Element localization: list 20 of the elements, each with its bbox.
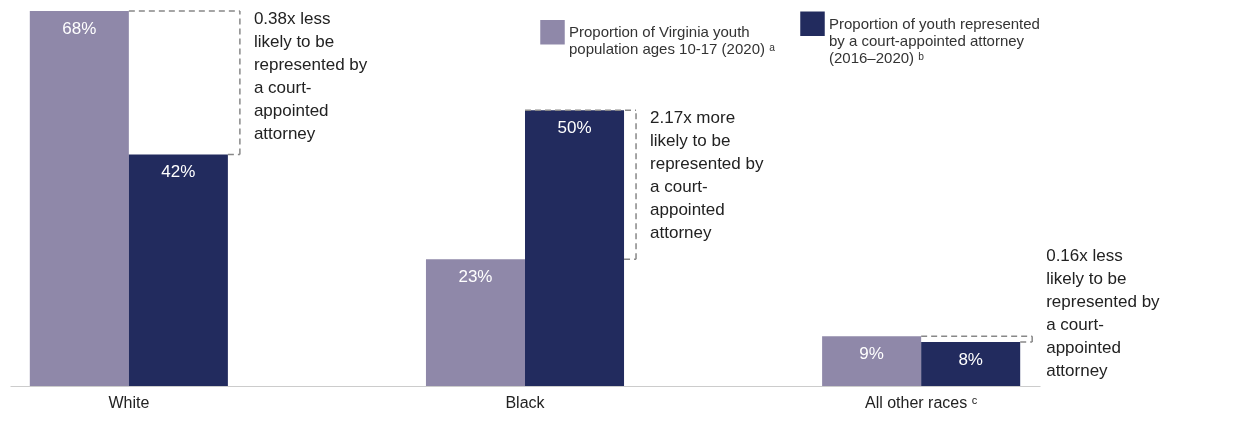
legend-label: Proportion of youth represented by a court-appointed attorney (2016–2020) ᵇ xyxy=(829,14,1040,66)
annotation: 0.38x less likely to be represented by a court-appointed attorney xyxy=(253,9,368,143)
data-label: 50% xyxy=(557,118,592,138)
bar xyxy=(525,110,625,386)
data-label: 8% xyxy=(958,349,983,369)
data-label: 42% xyxy=(161,162,196,182)
x-tick-label: All other races ᶜ xyxy=(864,393,978,411)
x-tick-label: Black xyxy=(505,393,546,411)
text: 0.16x less likely to be represented by a court-appointed attorney xyxy=(1046,246,1161,380)
bar xyxy=(921,341,1021,386)
legend-label: Proportion of Virginia youth population ages 10-17 (2020) ᵃ xyxy=(569,23,776,58)
bar xyxy=(128,154,228,386)
bar xyxy=(29,11,129,386)
annotation: 2.17x more likely to be represented by a court-appointed attorney xyxy=(650,108,764,243)
data-label: 9% xyxy=(859,344,884,364)
data-label: 68% xyxy=(62,19,97,38)
x-tick-label: White xyxy=(108,393,150,411)
data-label: 23% xyxy=(458,267,493,287)
bar xyxy=(425,259,525,386)
bar xyxy=(822,336,922,386)
